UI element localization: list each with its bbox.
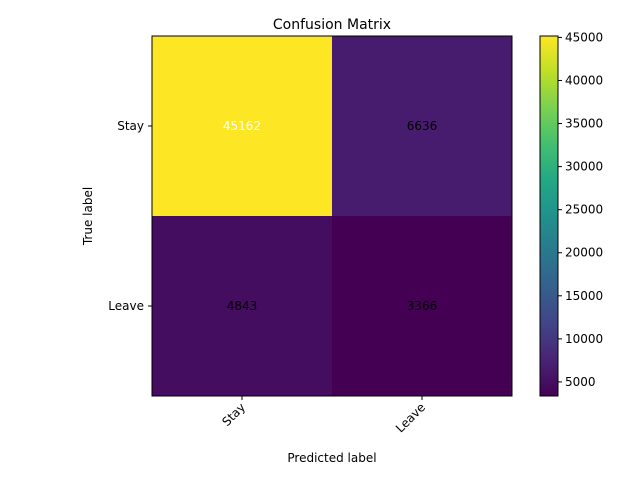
heatmap-cell-1-1 xyxy=(332,216,512,396)
heatmap-cells: 45162 6636 4843 3366 xyxy=(152,36,512,396)
colorbar-tick-label: 10000 xyxy=(565,332,603,346)
x-axis-label: Predicted label xyxy=(287,451,376,465)
colorbar-tick-label: 40000 xyxy=(565,73,603,87)
x-tick-label: Stay xyxy=(219,400,248,429)
y-tick-label: Stay xyxy=(117,119,144,133)
colorbar-tick-label: 45000 xyxy=(565,30,603,44)
heatmap-cell-0-1 xyxy=(332,36,512,216)
colorbar-tick-label: 5000 xyxy=(565,375,596,389)
cell-value-label-0-0: 45162 xyxy=(223,119,261,133)
y-axis-label: True label xyxy=(81,187,95,246)
heatmap-cell-1-0 xyxy=(152,216,332,396)
colorbar-tick-label: 25000 xyxy=(565,203,603,217)
plot-frame xyxy=(151,35,513,397)
colorbar: 5000 10000 15000 20000 25000 30000 35000 40000 4… xyxy=(539,30,603,397)
colorbar-gradient xyxy=(539,35,559,397)
y-tick-label: Leave xyxy=(108,299,144,313)
cell-value-label-0-1: 6636 xyxy=(407,119,438,133)
chart-title: Confusion Matrix xyxy=(273,17,391,33)
colorbar-tick-label: 30000 xyxy=(565,160,603,174)
colorbar-tick-label: 15000 xyxy=(565,289,603,303)
heatmap-cell-0-0 xyxy=(152,36,332,216)
x-tick-label: Leave xyxy=(393,400,428,435)
colorbar-tick-label: 35000 xyxy=(565,117,603,131)
cell-value-label-1-0: 4843 xyxy=(227,299,258,313)
cell-value-label-1-1: 3366 xyxy=(407,299,438,313)
colorbar-tick-label: 20000 xyxy=(565,246,603,260)
